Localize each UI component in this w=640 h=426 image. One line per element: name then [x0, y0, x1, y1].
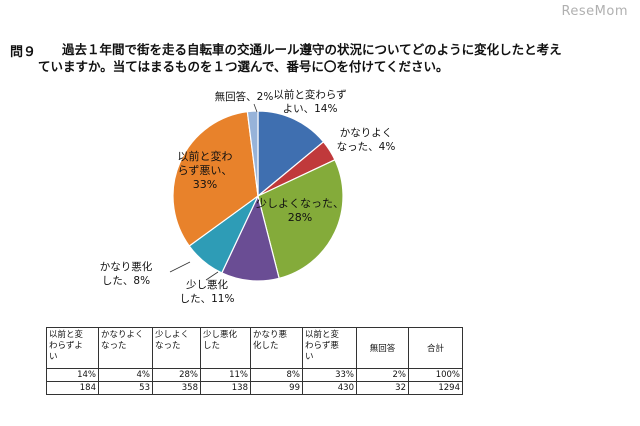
pie-slice-slightly-better	[257, 159, 344, 280]
question-line-2: ていますか。当てはまるものを１つ選んで、番号に〇を付けてください。	[38, 59, 449, 74]
table-count-cell: 184	[46, 381, 99, 395]
leader-line	[205, 271, 219, 281]
pie-label-no-answer: 無回答、2%	[215, 90, 274, 103]
pie-slice-unchanged-bad	[172, 110, 259, 247]
pie-label-much-worse: かなり悪化した、8%	[100, 260, 153, 287]
table-header-cell: 少しよく なった	[152, 327, 201, 369]
pie-slices	[172, 110, 344, 282]
pie-slice-no-answer	[246, 110, 259, 197]
pie-chart: 以前と変わらずよい、14% かなりよくなった、4% 少しよくなった、 28% 少し悪化し…	[100, 88, 396, 305]
table-percent-cell: 11%	[200, 368, 251, 382]
table-percent-cell: 2%	[356, 368, 409, 382]
pie-labels: 以前と変わらずよい、14% かなりよくなった、4% 少しよくなった、 28% 少し悪化し…	[100, 88, 396, 305]
table-count-cell: 53	[98, 381, 153, 395]
question-line-1: 過去１年間で街を走る自転車の交通ルール遵守の状況についてどのように変化したと考え	[62, 42, 562, 57]
table-percent-cell: 14%	[46, 368, 99, 382]
pie-label-unchanged-good: 以前と変わらずよい、14%	[273, 88, 346, 115]
leader-line	[169, 261, 191, 273]
table-count-cell: 1294	[408, 381, 463, 395]
results-table: 以前と変 わらずよいかなりよく なった 少しよく なった 少し悪化 した かなり悪 化した 以前と…	[46, 327, 463, 395]
leader-line	[253, 103, 258, 113]
table-header-cell: 少し悪化 した	[200, 327, 251, 369]
pie-label-slightly-better: 少しよくなった、 28%	[256, 197, 344, 224]
pie-label-slightly-worse: 少し悪化した、11%	[180, 278, 235, 305]
table-count-cell: 358	[152, 381, 201, 395]
table-percent-cell: 4%	[98, 368, 153, 382]
table-count-cell: 32	[356, 381, 409, 395]
table-header-cell: 合計	[408, 327, 463, 369]
table-percent-cell: 8%	[250, 368, 303, 382]
table-header-cell: かなり悪 化した	[250, 327, 303, 369]
table-header-row: 以前と変 わらずよいかなりよく なった 少しよく なった 少し悪化 した かなり悪 化した 以前と…	[46, 327, 463, 369]
table-header-cell: 以前と変 わらずよい	[46, 327, 99, 369]
table-header-cell: 無回答	[356, 327, 409, 369]
table-percent-cell: 100%	[408, 368, 463, 382]
pie-slice-unchanged-good	[257, 110, 325, 198]
table-count-cell: 138	[200, 381, 251, 395]
table-percent-row: 14% 4% 28% 11% 8% 33% 2% 100%	[46, 368, 463, 382]
table-percent-cell: 28%	[152, 368, 201, 382]
table-count-cell: 99	[250, 381, 303, 395]
resemom-watermark: ReseMom	[561, 4, 628, 19]
pie-label-unchanged-bad: 以前と変わらず悪い、 33%	[178, 149, 233, 191]
table-header-cell: かなりよく なった	[98, 327, 153, 369]
table-percent-cell: 33%	[302, 368, 357, 382]
pie-label-much-better: かなりよくなった、4%	[337, 127, 396, 153]
question-text: 過去１年間で街を走る自転車の交通ルール遵守の状況についてどのように変化したと考え…	[38, 41, 632, 75]
question-number: 問９	[10, 45, 37, 60]
table-count-cell: 430	[302, 381, 357, 395]
table-header-cell: 以前と変 わらず悪い	[302, 327, 357, 369]
table-count-row: 184 53 358 138 99 430 32 1294	[46, 381, 463, 395]
